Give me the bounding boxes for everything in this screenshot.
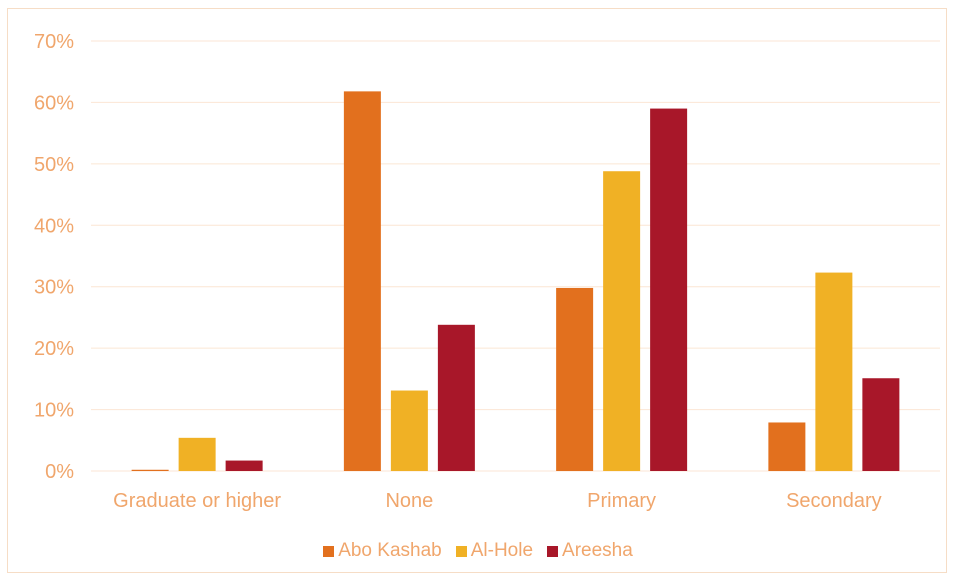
bar <box>178 437 216 471</box>
legend-label: Areesha <box>562 540 633 561</box>
bar <box>390 390 428 471</box>
legend-item: Areesha <box>547 540 633 562</box>
y-tick-label: 40% <box>34 215 74 237</box>
gridlines <box>91 40 940 472</box>
x-tick-label: Graduate or higher <box>113 490 281 512</box>
legend-label: Al-Hole <box>470 540 534 561</box>
x-tick-label: None <box>385 490 433 512</box>
x-tick-label: Primary <box>587 490 656 512</box>
bar <box>650 108 688 472</box>
x-tick-label: Secondary <box>786 490 882 512</box>
x-axis-ticks: Graduate or higher None Primary Secondary <box>113 490 882 512</box>
y-tick-label: 70% <box>34 31 74 53</box>
bar <box>131 469 169 471</box>
bar <box>225 460 263 471</box>
legend-swatch <box>547 545 559 557</box>
bar <box>556 287 594 471</box>
y-tick-label: 10% <box>34 400 74 422</box>
legend-item: Al-Hole <box>455 540 534 562</box>
legend-swatch <box>323 545 335 557</box>
y-tick-label: 60% <box>34 92 74 114</box>
bar <box>343 91 381 471</box>
bar <box>437 324 475 471</box>
bar <box>815 272 853 471</box>
legend-item: Abo Kashab <box>323 540 442 562</box>
y-tick-label: 30% <box>34 277 74 299</box>
y-tick-label: 20% <box>34 338 74 360</box>
bar <box>603 171 641 471</box>
legend-label: Abo Kashab <box>338 540 442 561</box>
bar <box>768 422 806 471</box>
bars <box>131 91 900 472</box>
y-tick-label: 50% <box>34 154 74 176</box>
bar <box>862 378 900 471</box>
legend: Abo Kashab Al-Hole Areesha <box>0 538 956 564</box>
y-tick-label: 0% <box>45 461 74 483</box>
y-axis-ticks: 0% 10% 20% 30% 40% 50% 60% 70% <box>34 31 74 483</box>
legend-swatch <box>455 545 467 557</box>
